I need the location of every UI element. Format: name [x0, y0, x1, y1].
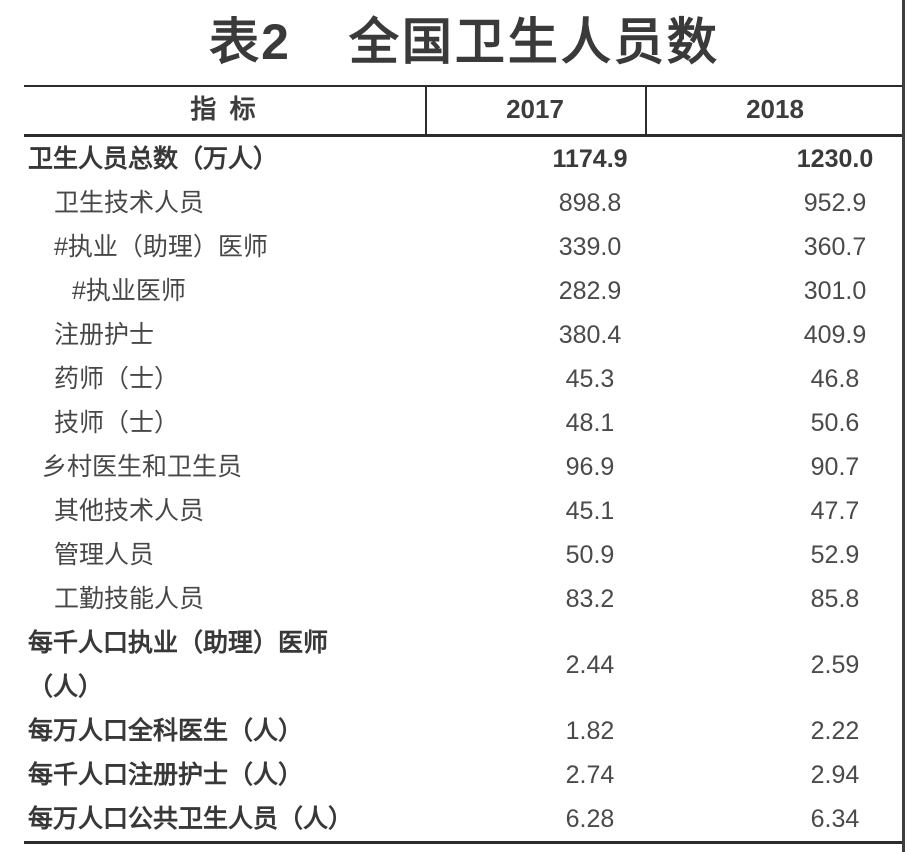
- row-label: 每万人口全科医生（人）: [28, 717, 304, 745]
- row-value-2018: 50.6: [810, 409, 860, 437]
- table-row: 管理人员 50.9 52.9: [24, 533, 905, 577]
- row-value-2017: 380.4: [558, 321, 622, 349]
- row-value-2017: 1.82: [565, 717, 615, 745]
- row-label: 管理人员: [54, 541, 155, 569]
- row-label: 药师（士）: [54, 365, 180, 393]
- table-row: 其他技术人员 45.1 47.7: [24, 489, 905, 533]
- table-title-text: 全国卫生人员数: [348, 14, 720, 70]
- table-row: 乡村医生和卫生员 96.9 90.7: [24, 445, 905, 489]
- table-row: #执业（助理）医师 339.0 360.7: [24, 225, 905, 269]
- row-label: 每千人口执业（助理）医师（人）: [28, 629, 329, 701]
- row-value-2018: 2.59: [810, 651, 860, 679]
- row-value-2017: 96.9: [565, 453, 615, 481]
- row-label: 乡村医生和卫生员: [42, 453, 243, 481]
- row-value-2017: 339.0: [558, 233, 622, 261]
- table-bottom-rule: [24, 841, 905, 844]
- row-value-2017: 2.44: [565, 651, 615, 679]
- screenshot-right-edge-line: [902, 0, 905, 852]
- row-value-2018: 2.94: [810, 761, 860, 789]
- table-row: 药师（士） 45.3 46.8: [24, 357, 905, 401]
- table-row: 工勤技能人员 83.2 85.8: [24, 577, 905, 621]
- row-value-2018: 52.9: [810, 541, 860, 569]
- row-label: 卫生人员总数（万人）: [28, 145, 279, 173]
- row-value-2017: 48.1: [565, 409, 615, 437]
- row-label: #执业（助理）医师: [54, 233, 268, 261]
- row-value-2017: 6.28: [565, 805, 615, 833]
- table-row: 每千人口注册护士（人） 2.74 2.94: [24, 753, 905, 797]
- row-label: #执业医师: [72, 277, 186, 305]
- row-label: 每千人口注册护士（人）: [28, 761, 304, 789]
- row-value-2017: 1174.9: [552, 145, 628, 173]
- row-value-2018: 6.34: [810, 805, 860, 833]
- row-value-2017: 83.2: [565, 585, 615, 613]
- table-row: 卫生技术人员 898.8 952.9: [24, 181, 905, 225]
- table-body: 卫生人员总数（万人） 1174.9 1230.0 卫生技术人员 898.8 95…: [24, 137, 905, 841]
- header-separator-2: [645, 85, 647, 134]
- table-title: 表2 全国卫生人员数: [24, 2, 905, 82]
- table-row: 注册护士 380.4 409.9: [24, 313, 905, 357]
- column-header-indicator: 指 标: [190, 94, 259, 124]
- header-bottom-rule: [24, 134, 905, 137]
- header-separator-1: [425, 85, 427, 134]
- row-label: 技师（士）: [54, 409, 180, 437]
- table-top-rule: [24, 85, 905, 87]
- row-label: 注册护士: [54, 321, 155, 349]
- row-label: 每万人口公共卫生人员（人）: [28, 805, 354, 833]
- row-value-2018: 46.8: [810, 365, 860, 393]
- row-value-2018: 952.9: [803, 189, 867, 217]
- column-header-2017: 2017: [506, 94, 564, 124]
- row-value-2018: 85.8: [810, 585, 860, 613]
- table-row: 卫生人员总数（万人） 1174.9 1230.0: [24, 137, 905, 181]
- row-value-2018: 301.0: [803, 277, 867, 305]
- row-label: 其他技术人员: [54, 497, 205, 525]
- row-value-2017: 282.9: [558, 277, 622, 305]
- row-value-2018: 360.7: [803, 233, 867, 261]
- row-value-2017: 45.1: [565, 497, 615, 525]
- table-row: 每万人口公共卫生人员（人） 6.28 6.34: [24, 797, 905, 841]
- row-label: 工勤技能人员: [54, 585, 205, 613]
- table-number: 表2: [209, 14, 291, 70]
- row-label: 卫生技术人员: [54, 189, 205, 217]
- row-value-2017: 50.9: [565, 541, 615, 569]
- row-value-2017: 2.74: [565, 761, 615, 789]
- table-row: 技师（士） 48.1 50.6: [24, 401, 905, 445]
- table-row: 每万人口全科医生（人） 1.82 2.22: [24, 709, 905, 753]
- row-value-2018: 2.22: [810, 717, 860, 745]
- row-value-2018: 409.9: [803, 321, 867, 349]
- table-row: 每千人口执业（助理）医师（人） 2.44 2.59: [24, 621, 905, 709]
- row-value-2018: 90.7: [810, 453, 860, 481]
- row-value-2017: 45.3: [565, 365, 615, 393]
- row-value-2018: 47.7: [810, 497, 860, 525]
- row-value-2018: 1230.0: [796, 145, 874, 173]
- column-header-2018: 2018: [746, 94, 804, 124]
- row-value-2017: 898.8: [558, 189, 622, 217]
- table-row: #执业医师 282.9 301.0: [24, 269, 905, 313]
